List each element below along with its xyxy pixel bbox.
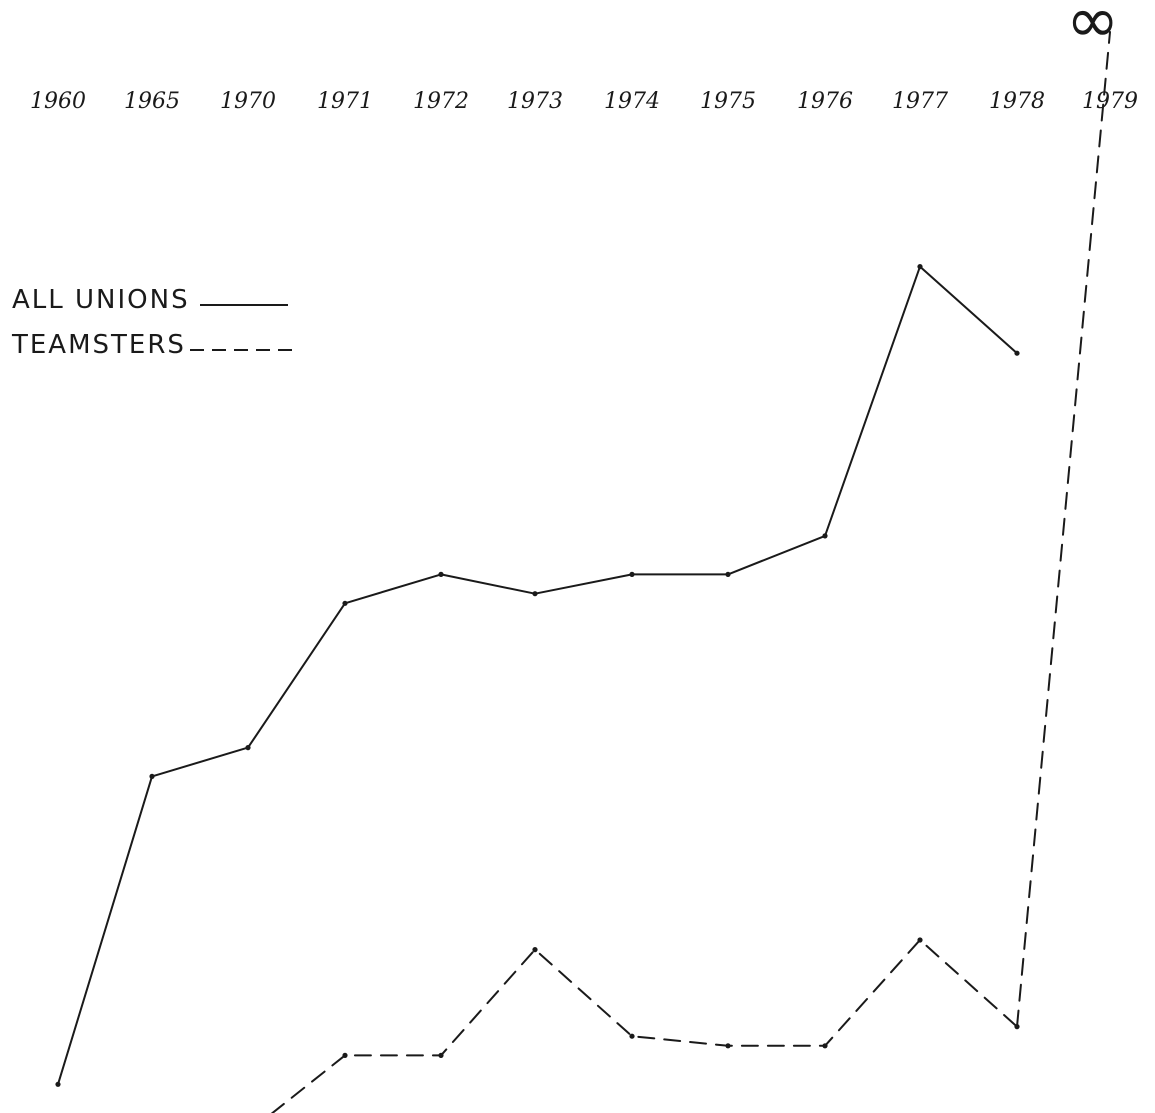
x-tick-label: 1973 xyxy=(507,89,563,114)
data-point-all-unions xyxy=(342,600,348,606)
x-tick-label: 1971 xyxy=(317,89,373,114)
x-tick-label: 1965 xyxy=(124,89,180,114)
data-point-teamsters xyxy=(1014,1024,1020,1030)
legend-label-all-unions: ALL UNIONS xyxy=(12,285,190,315)
x-axis-tick-labels: 1960 1965 1970 1971 1972 1973 1974 1975 1976 1977… xyxy=(30,89,1138,114)
data-point-all-unions xyxy=(532,591,538,597)
infinity-mark: ∞ xyxy=(1066,0,1119,58)
data-point-all-unions xyxy=(1014,350,1020,356)
data-point-all-unions xyxy=(725,571,731,578)
data-point-all-unions xyxy=(629,571,635,578)
data-point-teamsters xyxy=(532,947,538,953)
series-line-all-unions xyxy=(57,265,1018,1086)
data-point-all-unions xyxy=(149,773,155,780)
legend: ALL UNIONS TEAMSTERS xyxy=(11,285,300,360)
data-points xyxy=(55,264,1020,1087)
data-point-all-unions xyxy=(917,264,923,270)
series-lines xyxy=(57,31,1111,1113)
data-point-teamsters xyxy=(725,1043,731,1049)
data-point-teamsters xyxy=(629,1033,635,1039)
x-tick-label: 1970 xyxy=(220,89,276,114)
data-point-all-unions xyxy=(438,571,444,578)
series-extension-teamsters xyxy=(1016,31,1111,1028)
data-point-teamsters xyxy=(917,937,923,943)
x-tick-label: 1975 xyxy=(700,89,756,114)
x-tick-label: 1972 xyxy=(413,89,469,114)
x-tick-label: 1974 xyxy=(604,89,660,114)
data-point-teamsters xyxy=(438,1052,444,1058)
x-tick-label: 1960 xyxy=(30,89,86,114)
x-tick-label: 1978 xyxy=(989,89,1045,114)
data-point-teamsters xyxy=(342,1052,348,1058)
series-line-teamsters xyxy=(270,939,1018,1113)
data-point-all-unions xyxy=(245,745,251,751)
x-tick-label: 1976 xyxy=(797,89,853,114)
data-point-all-unions xyxy=(822,533,828,539)
legend-label-teamsters: TEAMSTERS xyxy=(11,330,186,360)
x-tick-label: 1977 xyxy=(892,89,948,114)
data-point-teamsters xyxy=(822,1043,828,1049)
x-tick-label: 1979 xyxy=(1082,89,1138,114)
data-point-all-unions xyxy=(55,1081,61,1087)
